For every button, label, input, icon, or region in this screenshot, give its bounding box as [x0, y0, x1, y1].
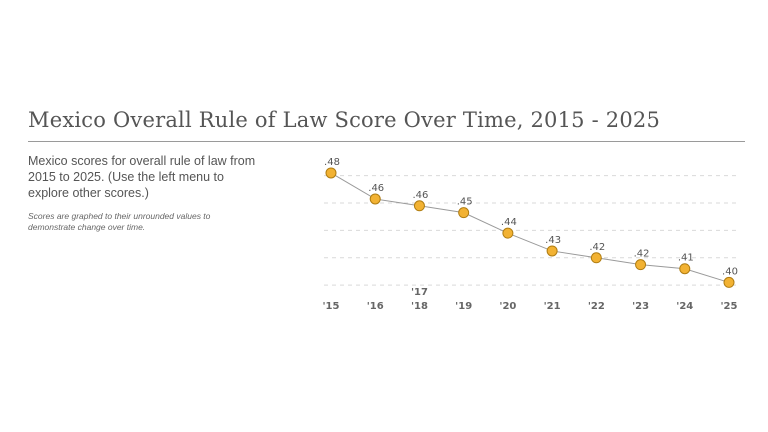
- data-point: [325, 167, 337, 179]
- data-point: [369, 193, 381, 205]
- x-tick-label: '15: [323, 301, 340, 312]
- x-tick-label: '22: [588, 301, 605, 312]
- data-label: .46: [412, 190, 428, 201]
- data-point: [546, 245, 558, 257]
- data-point: [679, 263, 691, 275]
- data-label: .42: [634, 249, 650, 260]
- data-label: .44: [501, 217, 517, 228]
- data-label: .48: [324, 157, 340, 168]
- data-label: .40: [722, 266, 738, 277]
- x-tick-label: '20: [499, 301, 516, 312]
- data-label: .45: [457, 197, 473, 208]
- data-point: [502, 227, 514, 239]
- data-label: .41: [678, 253, 694, 264]
- chart-note: Scores are graphed to their unrounded va…: [28, 211, 211, 232]
- x-tick-label: '19: [455, 301, 472, 312]
- x-tick-label: '17: [411, 287, 428, 298]
- x-tick-label: '21: [544, 301, 561, 312]
- x-tick-label: '16: [367, 301, 384, 312]
- data-label: .46: [368, 183, 384, 194]
- x-tick-label: '24: [676, 301, 693, 312]
- data-point: [723, 276, 735, 288]
- data-point: [458, 207, 470, 219]
- page-title: Mexico Overall Rule of Law Score Over Ti…: [28, 108, 661, 132]
- data-point: [635, 259, 647, 271]
- series-line: [330, 172, 730, 283]
- data-label: .42: [589, 242, 605, 253]
- x-tick-label: '25: [721, 301, 738, 312]
- x-tick-label: '18: [411, 301, 428, 312]
- chart-description: Mexico scores for overall rule of law fr…: [28, 154, 256, 200]
- x-tick-label: '23: [632, 301, 649, 312]
- title-divider: [28, 141, 745, 142]
- data-label: .43: [545, 235, 561, 246]
- data-point: [413, 200, 425, 212]
- data-point: [590, 252, 602, 264]
